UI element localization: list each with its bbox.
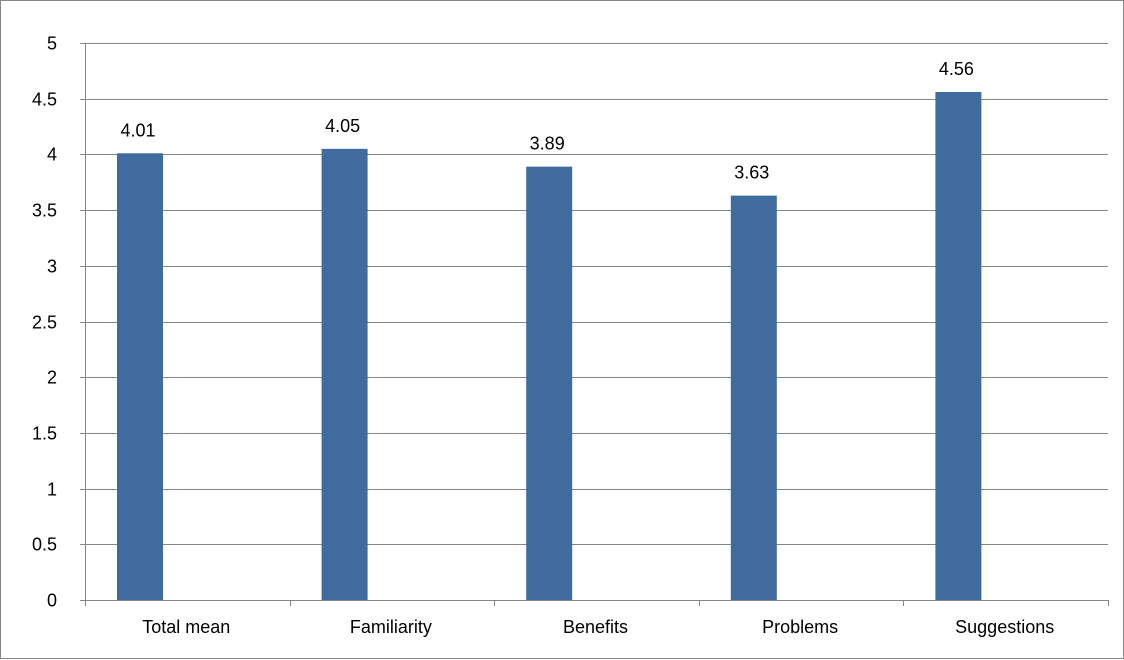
bar (117, 153, 163, 600)
data-label: 4.56 (939, 59, 974, 79)
gridlines (85, 43, 1108, 545)
data-label: 3.89 (530, 134, 565, 154)
y-tick-label: 2 (47, 368, 57, 388)
data-labels: 4.01 4.05 3.89 3.63 4.56 (120, 59, 973, 183)
y-tick-label: 0.5 (32, 535, 57, 555)
x-tick-label: Benefits (563, 617, 628, 637)
y-tick-label: 1 (47, 480, 57, 500)
x-tick-labels: Total mean Familiarity Benefits Problems Sug… (142, 617, 1054, 637)
bar (730, 195, 777, 601)
bar (526, 166, 573, 601)
y-tick-label: 4 (47, 145, 57, 165)
x-tick-label: Familiarity (350, 617, 432, 637)
y-tick-label: 4.5 (32, 90, 57, 110)
y-tick-label: 3 (47, 257, 57, 277)
data-label: 3.63 (734, 163, 769, 183)
data-label: 4.01 (120, 120, 155, 140)
y-tick-label: 2.5 (32, 313, 57, 333)
bar (321, 148, 368, 600)
data-label: 4.05 (325, 116, 360, 136)
bar (935, 92, 982, 601)
y-tick-label: 5 (47, 34, 57, 54)
axes (80, 43, 1109, 606)
x-tick-label: Suggestions (955, 617, 1054, 637)
x-tick-label: Problems (762, 617, 838, 637)
x-tick-label: Total mean (142, 617, 230, 637)
y-tick-label: 3.5 (32, 201, 57, 221)
y-tick-label: 0 (47, 591, 57, 611)
bars (117, 92, 982, 601)
y-tick-label: 1.5 (32, 424, 57, 444)
y-tick-labels: 0 0.5 1 1.5 2 2.5 3 3.5 4 4.5 5 (32, 34, 57, 611)
